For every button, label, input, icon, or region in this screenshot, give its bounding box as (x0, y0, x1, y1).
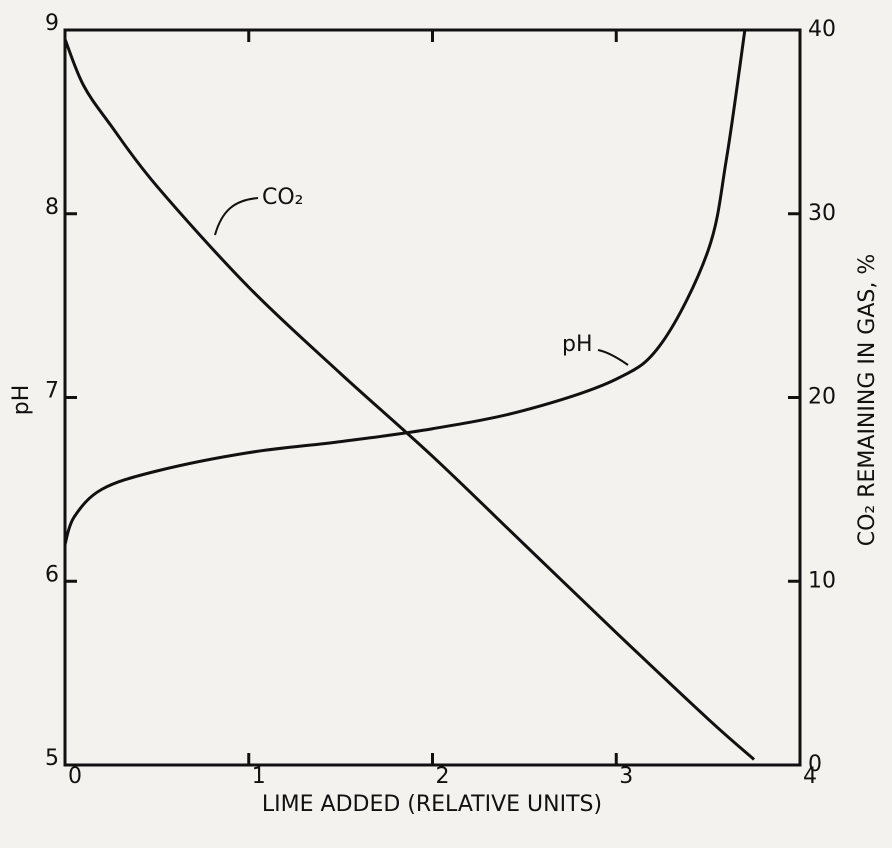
series-line (63, 29, 747, 545)
x-tick-label: 0 (68, 764, 82, 789)
leader-line (214, 197, 259, 236)
y-tick-label: 7 (45, 379, 59, 404)
x-tick-label: 4 (803, 764, 817, 789)
series-label: CO₂ (262, 185, 304, 210)
y2-tick-label: 40 (808, 17, 836, 42)
y-tick-label: 6 (45, 562, 59, 587)
y-axis-label: pH (9, 385, 34, 416)
y-tick-label: 9 (45, 11, 59, 36)
y2-tick-label: 20 (808, 385, 836, 410)
series-line (63, 38, 756, 761)
y2-tick-label: 30 (808, 201, 836, 226)
x-tick-label: 2 (436, 764, 450, 789)
y2-tick-label: 10 (808, 568, 836, 593)
y-tick-label: 5 (45, 746, 59, 771)
x-tick-label: 1 (252, 764, 266, 789)
plot-frame (63, 28, 802, 767)
leader-line (597, 349, 629, 366)
x-tick-label: 3 (619, 764, 633, 789)
y-tick-label: 8 (45, 195, 59, 220)
y2-tick-label: 0 (808, 752, 822, 777)
series-label: pH (562, 332, 593, 357)
y2-axis-label: CO₂ REMAINING IN GAS, % (855, 254, 880, 547)
x-axis-label: LIME ADDED (RELATIVE UNITS) (262, 792, 602, 817)
